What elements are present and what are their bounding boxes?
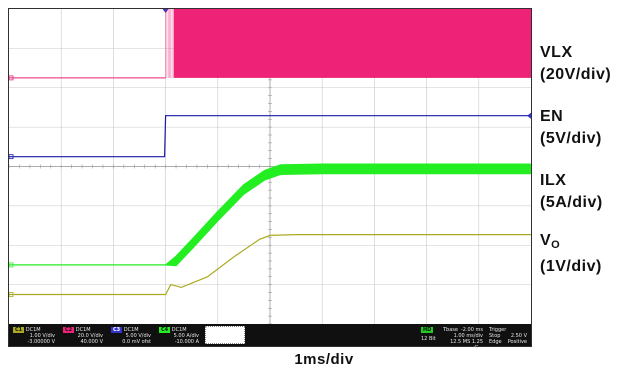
channel-4-scale: 5.00 A/div	[173, 333, 199, 339]
timebase-rate: 12.5 MS 1.25 G...	[450, 339, 483, 351]
trigger-label: Trigger	[489, 327, 507, 333]
channel-2-offset: 40.000 V	[80, 339, 103, 345]
channel-1-offset: -3.00000 V	[27, 339, 56, 345]
trigger-readout: Trigger Stop Edge 2.50 V Positive	[487, 326, 529, 345]
timebase-scale: 1.00 ms/div	[453, 333, 483, 339]
channel-2-mode: DC1M	[75, 327, 91, 333]
en-trace	[9, 115, 531, 158]
trigger-slope: Positive	[507, 339, 527, 345]
vo-trace	[9, 234, 531, 296]
channel-2-readout: C2 DC1M 20.0 V/div 40.000 V	[61, 326, 105, 345]
channel-1-tag: C1	[13, 327, 25, 333]
waveform-plot	[9, 9, 531, 324]
ilx-series-label: ILX (5A/div)	[540, 170, 603, 214]
trigger-level-marker	[527, 112, 531, 119]
channel-4-mode: DC1M	[171, 327, 187, 333]
channel-1-readout: C1 DC1M 1.00 V/div -3.00000 V	[11, 326, 57, 345]
channel-1-mode: DC1M	[25, 327, 41, 333]
channel-3-tag: C3	[111, 327, 123, 333]
vlx-switching-envelope	[173, 9, 531, 78]
time-per-division-label: 1ms/div	[294, 351, 354, 368]
ilx-band	[9, 163, 531, 267]
channel-3-scale: 5.00 V/div	[125, 333, 151, 339]
trigger-type: Edge	[489, 339, 502, 345]
empty-readout-slot	[205, 326, 245, 344]
channel-2-scale: 20.0 V/div	[77, 333, 103, 339]
oscilloscope-screen: C1 DC1M 1.00 V/div -3.00000 V C2 DC1M 20…	[8, 8, 532, 351]
hd-tag: HD	[421, 327, 434, 333]
trigger-level: 2.50 V	[510, 333, 527, 339]
hd-readout: HD 12 Bit	[419, 326, 439, 344]
channel-3-offset: 0.0 mV ofst	[122, 339, 151, 345]
vlx-series-label: VLX (20V/div)	[540, 42, 611, 86]
timebase-value: -2.00 ms	[460, 327, 483, 333]
ilx-name: ILX	[540, 172, 567, 189]
vlx-scale: (20V/div)	[540, 66, 612, 83]
vo-scale: (1V/div)	[540, 258, 602, 275]
timebase-label: Tbase	[443, 327, 458, 333]
channel-4-offset: -10.000 A	[174, 339, 199, 345]
scope-readout-bar: C1 DC1M 1.00 V/div -3.00000 V C2 DC1M 20…	[9, 324, 531, 351]
channel-3-mode: DC1M	[123, 327, 139, 333]
en-scale: (5V/div)	[540, 130, 602, 147]
en-series-label: EN (5V/div)	[540, 106, 602, 150]
vo-series-label: VO (1V/div)	[540, 230, 602, 278]
vlx-name: VLX	[540, 44, 573, 61]
channel-3-readout: C3 DC1M 5.00 V/div 0.0 mV ofst	[109, 326, 153, 345]
channel-2-tag: C2	[63, 327, 75, 333]
ilx-scale: (5A/div)	[540, 194, 603, 211]
hd-bits: 12 Bit	[421, 336, 436, 342]
vo-name: VO	[540, 232, 561, 251]
en-name: EN	[540, 108, 564, 125]
channel-4-tag: C4	[159, 327, 171, 333]
channel-1-scale: 1.00 V/div	[29, 333, 55, 339]
trigger-mode: Stop	[489, 333, 501, 339]
channel-4-readout: C4 DC1M 5.00 A/div -10.000 A	[157, 326, 201, 345]
timebase-readout: Tbase -2.00 ms 1.00 ms/div 12.5 MS 1.25 …	[441, 326, 485, 351]
